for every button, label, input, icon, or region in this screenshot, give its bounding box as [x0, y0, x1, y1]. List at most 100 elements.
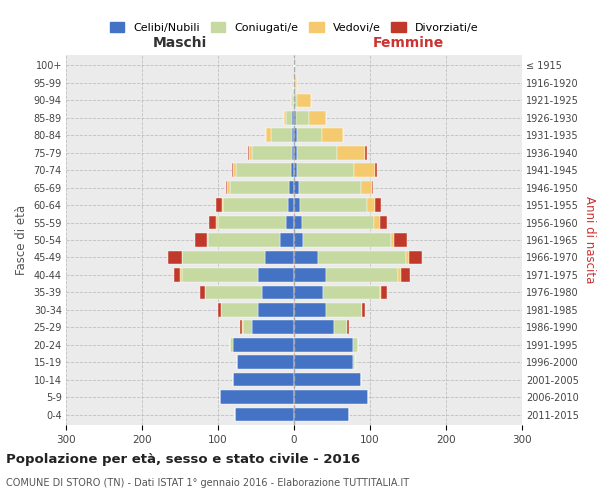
- Bar: [292, 94, 294, 107]
- Bar: [326, 303, 362, 316]
- Bar: [300, 198, 367, 212]
- Bar: [205, 286, 262, 299]
- Bar: [362, 303, 365, 316]
- Bar: [266, 128, 271, 142]
- Bar: [240, 320, 242, 334]
- Bar: [326, 268, 398, 281]
- Bar: [223, 198, 288, 212]
- Bar: [233, 338, 294, 351]
- Bar: [200, 286, 205, 299]
- Text: Popolazione per età, sesso e stato civile - 2016: Popolazione per età, sesso e stato civil…: [6, 452, 360, 466]
- Text: COMUNE DI STORO (TN) - Dati ISTAT 1° gennaio 2016 - Elaborazione TUTTITALIA.IT: COMUNE DI STORO (TN) - Dati ISTAT 1° gen…: [6, 478, 409, 488]
- Bar: [230, 181, 289, 194]
- Bar: [182, 250, 265, 264]
- Bar: [391, 233, 394, 247]
- Bar: [294, 198, 300, 212]
- Bar: [222, 198, 223, 212]
- Bar: [280, 233, 294, 247]
- Bar: [299, 181, 361, 194]
- Bar: [361, 181, 371, 194]
- Bar: [265, 250, 294, 264]
- Bar: [220, 390, 294, 404]
- Bar: [294, 320, 334, 334]
- Bar: [406, 250, 409, 264]
- Bar: [243, 320, 252, 334]
- Bar: [309, 111, 326, 124]
- Bar: [292, 128, 294, 142]
- Bar: [367, 198, 374, 212]
- Bar: [409, 250, 422, 264]
- Bar: [226, 181, 227, 194]
- Bar: [303, 233, 391, 247]
- Bar: [347, 320, 349, 334]
- Bar: [376, 164, 377, 177]
- Bar: [221, 303, 257, 316]
- Bar: [236, 164, 291, 177]
- Bar: [302, 216, 374, 230]
- Text: Maschi: Maschi: [153, 36, 207, 50]
- Bar: [294, 94, 297, 107]
- Bar: [294, 373, 361, 386]
- Bar: [286, 111, 292, 124]
- Bar: [294, 216, 302, 230]
- Bar: [227, 181, 230, 194]
- Bar: [249, 146, 252, 160]
- Bar: [284, 111, 286, 124]
- Bar: [288, 198, 294, 212]
- Bar: [248, 146, 249, 160]
- Bar: [297, 94, 311, 107]
- Bar: [233, 164, 236, 177]
- Bar: [319, 250, 406, 264]
- Bar: [233, 373, 294, 386]
- Bar: [294, 356, 353, 369]
- Bar: [237, 356, 294, 369]
- Legend: Celibi/Nubili, Coniugati/e, Vedovi/e, Divorziati/e: Celibi/Nubili, Coniugati/e, Vedovi/e, Di…: [105, 18, 483, 38]
- Bar: [262, 286, 294, 299]
- Bar: [294, 268, 326, 281]
- Bar: [398, 268, 401, 281]
- Bar: [294, 390, 368, 404]
- Bar: [380, 286, 382, 299]
- Bar: [374, 216, 380, 230]
- Bar: [294, 303, 326, 316]
- Bar: [257, 303, 294, 316]
- Bar: [294, 146, 297, 160]
- Bar: [174, 268, 180, 281]
- Bar: [353, 356, 355, 369]
- Y-axis label: Anni di nascita: Anni di nascita: [583, 196, 596, 284]
- Bar: [209, 216, 217, 230]
- Bar: [208, 233, 280, 247]
- Bar: [216, 198, 222, 212]
- Bar: [382, 286, 388, 299]
- Bar: [180, 268, 182, 281]
- Bar: [294, 128, 297, 142]
- Bar: [337, 146, 365, 160]
- Bar: [323, 286, 380, 299]
- Bar: [334, 320, 347, 334]
- Bar: [294, 111, 296, 124]
- Bar: [371, 181, 373, 194]
- Bar: [297, 128, 322, 142]
- Text: Femmine: Femmine: [373, 36, 443, 50]
- Bar: [297, 146, 337, 160]
- Bar: [401, 268, 410, 281]
- Bar: [230, 338, 233, 351]
- Bar: [168, 250, 182, 264]
- Bar: [380, 216, 388, 230]
- Bar: [291, 164, 294, 177]
- Bar: [206, 233, 208, 247]
- Bar: [294, 250, 319, 264]
- Bar: [294, 233, 303, 247]
- Bar: [354, 164, 376, 177]
- Bar: [294, 76, 296, 90]
- Bar: [252, 146, 292, 160]
- Bar: [353, 338, 358, 351]
- Y-axis label: Fasce di età: Fasce di età: [15, 205, 28, 275]
- Bar: [235, 408, 294, 422]
- Bar: [294, 338, 353, 351]
- Bar: [257, 268, 294, 281]
- Bar: [292, 146, 294, 160]
- Bar: [365, 146, 367, 160]
- Bar: [292, 111, 294, 124]
- Bar: [242, 320, 243, 334]
